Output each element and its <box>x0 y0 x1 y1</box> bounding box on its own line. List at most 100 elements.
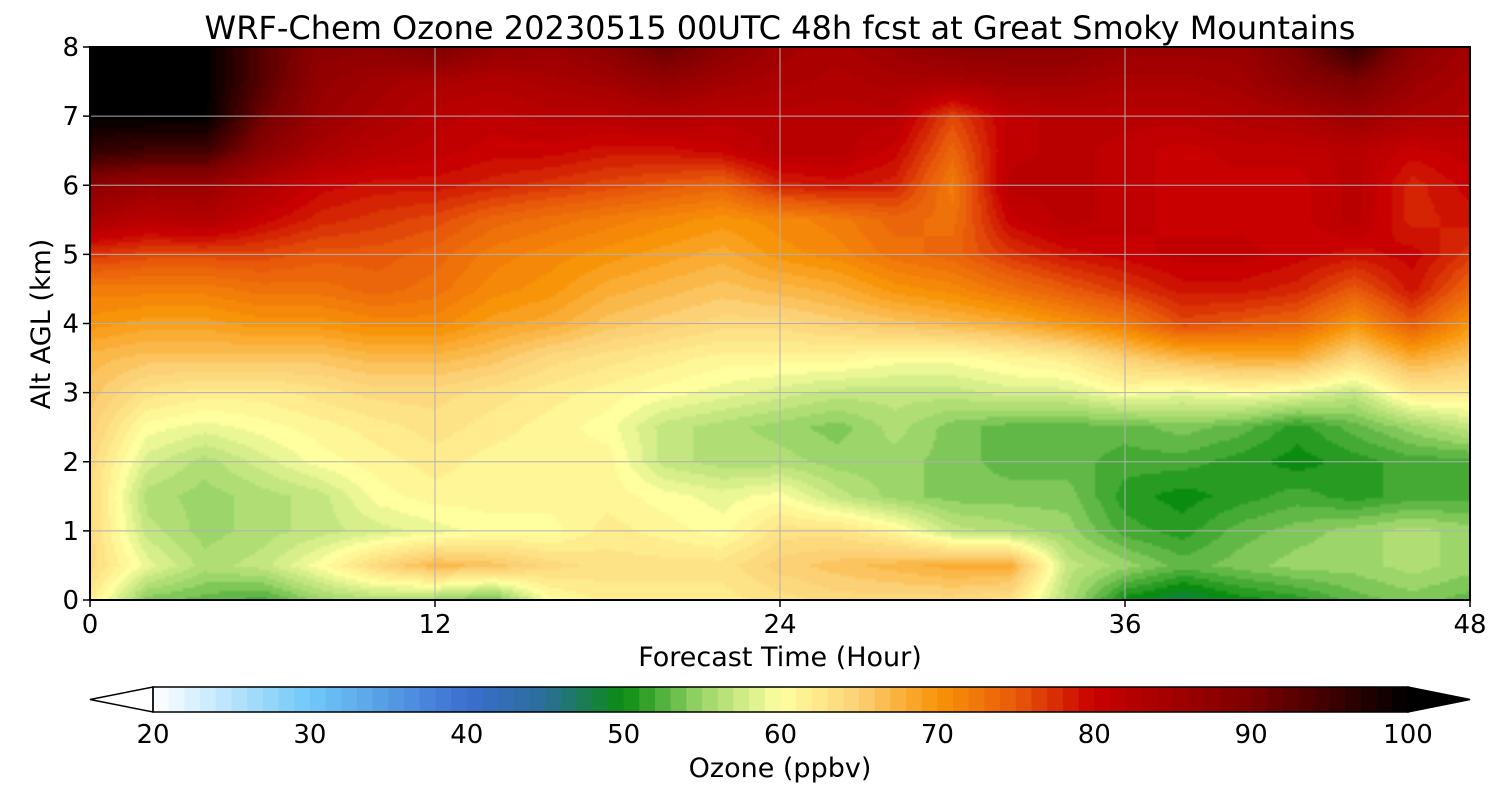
colorbar-cell <box>1125 687 1142 712</box>
colorbar-cell <box>1360 687 1378 712</box>
y-tick-label: 4 <box>62 310 79 340</box>
colorbar-tick-label: 100 <box>1383 720 1433 750</box>
colorbar-cell <box>1094 687 1111 712</box>
colorbar-cell <box>1298 687 1315 712</box>
y-tick-label: 8 <box>62 33 79 63</box>
colorbar-cell <box>1345 687 1362 712</box>
colorbar-tick-label: 40 <box>450 720 483 750</box>
y-tick-label: 3 <box>62 379 79 409</box>
colorbar-tick-label: 20 <box>136 720 169 750</box>
y-axis: 0 1 2 3 4 5 6 7 8 <box>62 33 90 616</box>
colorbar: 20 30 40 50 60 70 80 90 100 Ozone (ppbv) <box>89 686 1471 784</box>
colorbar-cell <box>200 687 217 712</box>
y-tick-label: 6 <box>62 171 79 201</box>
colorbar-cell <box>968 687 986 712</box>
colorbar-cell <box>1376 687 1393 712</box>
colorbar-cell <box>482 687 499 712</box>
colorbar-cell <box>874 687 891 712</box>
colorbar-cell <box>466 687 484 712</box>
colorbar-cell <box>796 687 813 712</box>
colorbar-cell <box>545 687 562 712</box>
heatmap-plot <box>89 46 1471 601</box>
colorbar-cell <box>1078 687 1095 712</box>
y-tick-label: 1 <box>62 517 79 547</box>
colorbar-cell <box>278 687 295 712</box>
colorbar-cell <box>168 687 185 712</box>
colorbar-cell <box>1172 687 1189 712</box>
colorbar-cell <box>1015 687 1033 712</box>
y-tick-label: 0 <box>62 586 79 616</box>
colorbar-cell <box>341 687 358 712</box>
colorbar-cell <box>1157 687 1174 712</box>
colorbar-cell <box>1266 687 1284 712</box>
colorbar-cell <box>733 687 750 712</box>
colorbar-cell <box>764 687 782 712</box>
colorbar-cell <box>827 687 844 712</box>
colorbar-cell <box>921 687 938 712</box>
colorbar-cell <box>513 687 531 712</box>
colorbar-tick-label: 60 <box>764 720 797 750</box>
colorbar-cell <box>356 687 374 712</box>
x-axis-label: Forecast Time (Hour) <box>638 642 922 673</box>
chart-title: WRF-Chem Ozone 20230515 00UTC 48h fcst a… <box>205 9 1356 47</box>
x-tick-label: 24 <box>763 610 796 640</box>
y-tick-label: 7 <box>62 102 79 132</box>
colorbar-tick-label: 70 <box>921 720 954 750</box>
colorbar-tick-label: 80 <box>1078 720 1111 750</box>
y-tick-label: 2 <box>62 448 79 478</box>
colorbar-cell <box>153 687 170 712</box>
colorbar-cell <box>655 687 672 712</box>
colorbar-cell <box>1313 687 1331 712</box>
colorbar-cell <box>592 687 609 712</box>
colorbar-cell <box>1219 687 1237 712</box>
colorbar-cell <box>686 687 703 712</box>
colorbar-cell <box>576 687 593 712</box>
colorbar-ticks: 20 30 40 50 60 70 80 90 100 <box>136 720 1432 750</box>
colorbar-cell <box>1062 687 1080 712</box>
colorbar-cell <box>1329 687 1346 712</box>
colorbar-cell <box>623 687 640 712</box>
colorbar-cell <box>1188 687 1205 712</box>
x-axis: 0 12 24 36 48 <box>82 600 1487 640</box>
colorbar-cell <box>607 687 625 712</box>
colorbar-cell <box>388 687 405 712</box>
colorbar-cell <box>184 687 201 712</box>
colorbar-cell <box>294 687 311 712</box>
y-axis-label: Alt AGL (km) <box>26 239 57 410</box>
x-tick-label: 0 <box>82 610 99 640</box>
y-tick-label: 5 <box>62 240 79 270</box>
colorbar-cell <box>890 687 907 712</box>
colorbar-tick-label: 30 <box>293 720 326 750</box>
colorbar-cell <box>937 687 954 712</box>
colorbar-cell <box>231 687 248 712</box>
colorbar-min-extend <box>89 686 154 713</box>
colorbar-frame <box>152 686 1409 713</box>
colorbar-cell <box>372 687 389 712</box>
colorbar-cell <box>262 687 280 712</box>
colorbar-cell <box>670 687 687 712</box>
colorbar-cell <box>435 687 452 712</box>
colorbar-cell <box>404 687 421 712</box>
colorbar-cells <box>89 686 1471 713</box>
colorbar-cell <box>451 687 468 712</box>
colorbar-max-extend <box>1407 686 1471 713</box>
colorbar-cell <box>1109 687 1127 712</box>
x-tick-label: 36 <box>1108 610 1141 640</box>
colorbar-cell <box>498 687 515 712</box>
colorbar-cell <box>811 687 829 712</box>
colorbar-cell <box>843 687 860 712</box>
colorbar-cell <box>1282 687 1299 712</box>
colorbar-cell <box>1235 687 1252 712</box>
colorbar-label: Ozone (ppbv) <box>689 753 872 784</box>
colorbar-cell <box>639 687 656 712</box>
colorbar-cell <box>858 687 876 712</box>
colorbar-cell <box>560 687 578 712</box>
colorbar-cell <box>419 687 436 712</box>
colorbar-tick-label: 50 <box>607 720 640 750</box>
colorbar-cell <box>717 687 735 712</box>
x-tick-label: 12 <box>418 610 451 640</box>
colorbar-cell <box>702 687 719 712</box>
colorbar-cell <box>984 687 1001 712</box>
colorbar-cell <box>1031 687 1048 712</box>
